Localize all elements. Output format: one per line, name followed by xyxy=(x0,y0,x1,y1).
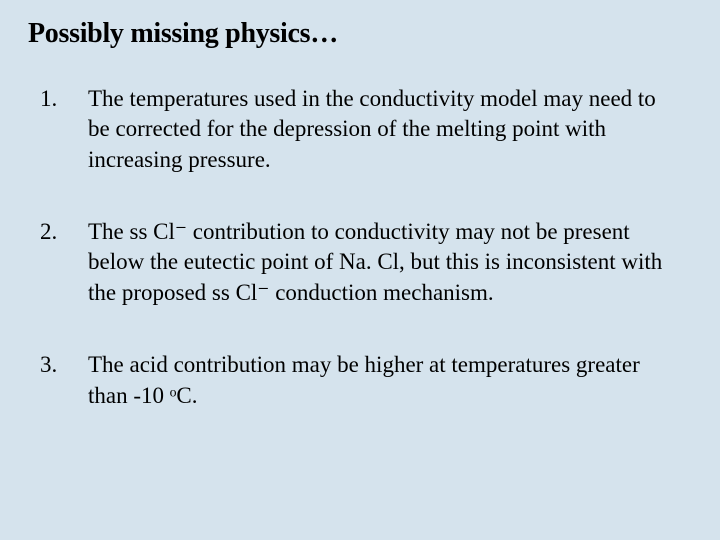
numbered-list: 1. The temperatures used in the conducti… xyxy=(28,84,692,411)
item-number: 2. xyxy=(40,217,88,308)
list-item: 1. The temperatures used in the conducti… xyxy=(40,84,692,175)
item-number: 1. xyxy=(40,84,88,175)
item-text: The acid contribution may be higher at t… xyxy=(88,350,692,411)
slide-title: Possibly missing physics… xyxy=(28,18,692,50)
list-item: 2. The ss Cl⁻ contribution to conductivi… xyxy=(40,217,692,308)
item-text: The ss Cl⁻ contribution to conductivity … xyxy=(88,217,692,308)
list-item: 3. The acid contribution may be higher a… xyxy=(40,350,692,411)
item-number: 3. xyxy=(40,350,88,411)
item-text: The temperatures used in the conductivit… xyxy=(88,84,692,175)
